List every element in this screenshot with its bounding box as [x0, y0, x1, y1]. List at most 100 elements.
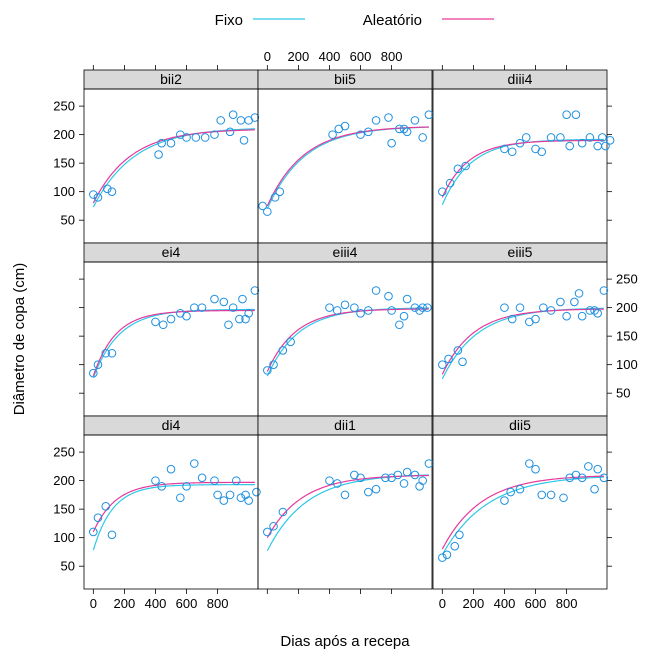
point-eiii4-2 [278, 346, 288, 355]
point-dii1-13 [399, 479, 409, 488]
y-tick-label-2-50: 50 [61, 559, 75, 574]
point-bii2-16 [239, 136, 249, 145]
curve-aleatorio-dii5 [441, 475, 604, 550]
x-tick-label-2-200: 200 [463, 596, 485, 611]
point-ei4-14 [228, 303, 238, 312]
point-dii5-7 [525, 459, 534, 468]
point-eiii4-15 [402, 294, 412, 304]
point-di4-13 [219, 496, 229, 505]
panel-frame-diii4 [432, 88, 608, 244]
legend: Fixo Aleatório [215, 12, 494, 29]
point-bii5-14 [402, 127, 412, 137]
point-bii5-17 [424, 110, 434, 119]
point-bii5-10 [384, 113, 393, 122]
point-dii1-7 [356, 473, 365, 483]
curve-fixo-eiii4 [266, 307, 429, 377]
point-eiii4-9 [364, 306, 373, 315]
x-tick-label-1-800: 800 [381, 49, 403, 64]
point-di4-10 [197, 473, 207, 483]
point-ei4-11 [210, 294, 219, 304]
y-tick-label-2-250: 250 [53, 445, 75, 460]
x-tick-label-1-400: 400 [319, 49, 341, 64]
point-di4-4 [151, 476, 160, 485]
x-tick-label-1-600: 600 [350, 49, 372, 64]
strip-label-eiii5: eiii5 [508, 244, 533, 260]
point-bii2-13 [225, 127, 235, 137]
point-bii5-3 [275, 187, 285, 196]
point-di4-6 [166, 464, 176, 474]
point-ei4-0 [89, 368, 98, 378]
strip-label-bii2: bii2 [160, 71, 182, 87]
point-dii5-10 [546, 490, 556, 500]
point-bii5-1 [263, 207, 272, 216]
point-di4-19 [252, 487, 261, 497]
point-dii1-12 [393, 470, 403, 480]
point-bii2-15 [236, 116, 246, 125]
panel-frame-ei4 [83, 261, 259, 417]
y-tick-label-1-100: 100 [616, 357, 638, 372]
point-bii5-16 [418, 133, 427, 142]
panel-frame-bii5 [257, 88, 433, 244]
strip-label-bii5: bii5 [334, 71, 356, 87]
point-bii2-10 [200, 133, 210, 142]
point-eiii4-0 [263, 366, 272, 375]
point-bii5-7 [356, 130, 365, 139]
point-bii5-0 [258, 201, 267, 211]
point-ei4-16 [238, 294, 247, 304]
point-bii2-18 [250, 113, 260, 122]
curve-aleatorio-eiii4 [266, 308, 429, 372]
point-ei4-6 [166, 314, 176, 324]
point-diii4-10 [546, 133, 556, 142]
legend-label-fixo: Fixo [215, 12, 243, 29]
point-bii2-11 [210, 130, 219, 139]
point-ei4-19 [250, 286, 260, 295]
point-diii4-12 [562, 110, 571, 119]
point-eiii4-17 [415, 306, 424, 315]
strip-label-eiii4: eiii4 [333, 244, 358, 260]
panels-layer: bii2 bii5 diii4 ei4 eiii4 eiii5 di4 dii1 dii5 [83, 69, 615, 590]
y-tick-label-1-150: 150 [616, 329, 638, 344]
panel-frame-dii1 [257, 434, 433, 590]
panel-ei4: ei4 [83, 242, 260, 417]
x-tick-label-1-200: 200 [288, 49, 310, 64]
point-eiii4-1 [269, 360, 278, 369]
point-dii5-14 [577, 473, 587, 483]
point-dii1-9 [371, 484, 381, 494]
point-ei4-8 [182, 311, 191, 321]
point-eiii5-6 [515, 303, 525, 312]
point-dii5-11 [559, 493, 568, 503]
x-tick-label-2-800: 800 [556, 596, 578, 611]
x-axis-label: Dias após a recepa [280, 633, 410, 650]
curve-aleatorio-diii4 [441, 139, 604, 198]
point-diii4-1 [445, 178, 455, 188]
x-tick-label-0-600: 600 [176, 596, 198, 611]
point-eiii5-4 [500, 303, 509, 312]
curve-fixo-bii2 [92, 128, 255, 208]
point-diii4-7 [521, 133, 531, 142]
point-eiii4-13 [395, 320, 404, 330]
point-dii5-8 [531, 464, 540, 474]
point-diii4-3 [461, 161, 470, 171]
strip-label-dii1: dii1 [334, 417, 356, 433]
point-diii4-13 [565, 141, 575, 151]
point-dii5-2 [450, 541, 460, 551]
point-di4-7 [176, 493, 185, 503]
curve-aleatorio-ei4 [92, 309, 255, 377]
y-tick-label-2-200: 200 [53, 473, 75, 488]
y-tick-label-0-50: 50 [61, 213, 75, 228]
point-diii4-18 [598, 133, 607, 142]
point-eiii5-1 [444, 354, 453, 364]
point-bii2-4 [154, 150, 163, 159]
x-tick-label-2-0: 0 [439, 596, 446, 611]
y-tick-label-0-200: 200 [53, 127, 75, 142]
point-di4-12 [213, 490, 222, 500]
x-tick-label-0-200: 200 [114, 596, 136, 611]
point-bii2-5 [157, 138, 166, 148]
point-bii5-6 [340, 121, 350, 131]
point-bii5-8 [364, 127, 373, 137]
x-tick-label-0-400: 400 [145, 596, 167, 611]
point-eiii4-14 [399, 311, 409, 321]
point-eiii5-12 [562, 311, 571, 321]
y-tick-label-1-50: 50 [616, 386, 630, 401]
point-dii1-8 [364, 487, 373, 497]
